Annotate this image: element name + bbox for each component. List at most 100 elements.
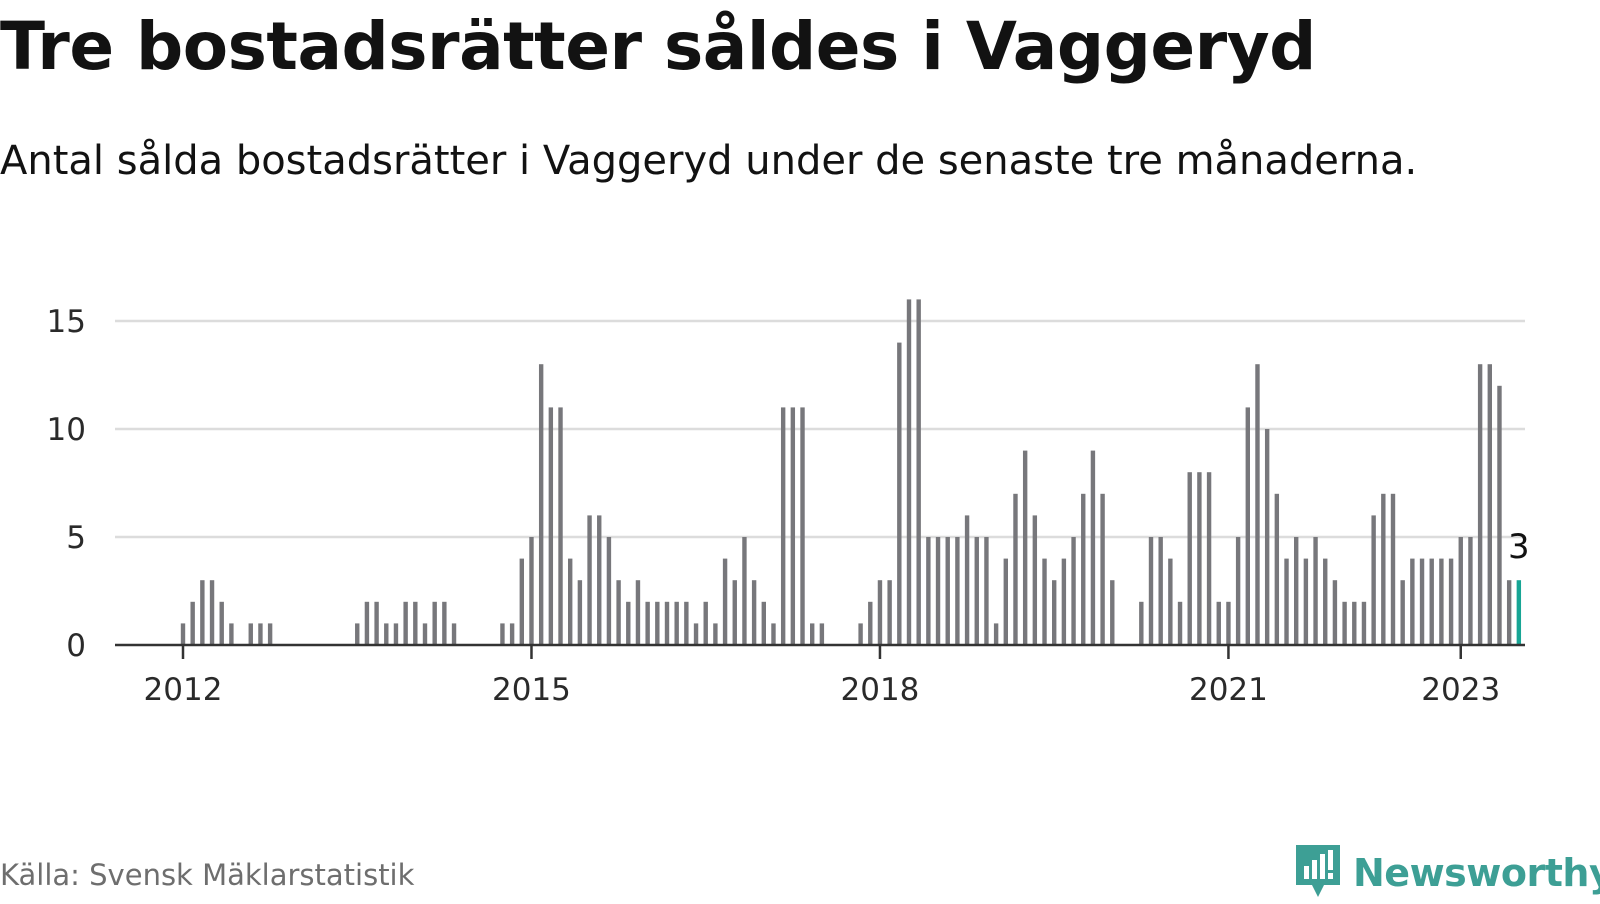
- bar: [1032, 515, 1038, 645]
- bar: [180, 623, 186, 645]
- bar: [422, 623, 428, 645]
- x-tick-label: 2018: [841, 672, 920, 708]
- bar: [209, 580, 215, 645]
- bar: [1323, 558, 1328, 645]
- bar: [248, 623, 253, 645]
- bar: [1468, 537, 1473, 645]
- bar: [1487, 364, 1492, 645]
- chart-subtitle: Antal sålda bostadsrätter i Vaggeryd und…: [0, 138, 1418, 184]
- bar: [538, 364, 544, 645]
- bar: [906, 299, 912, 645]
- bar: [1284, 558, 1289, 645]
- bar: [1052, 580, 1057, 645]
- y-tick-label: 15: [47, 304, 86, 340]
- bar: [258, 623, 263, 645]
- source-note: Källa: Svensk Mäklarstatistik: [0, 858, 415, 892]
- bar: [1361, 601, 1367, 645]
- bar: [993, 623, 999, 645]
- bar: [1110, 580, 1115, 645]
- bar: [1410, 558, 1415, 645]
- bar: [1197, 472, 1202, 645]
- bar: [384, 623, 389, 645]
- bar: [1371, 515, 1376, 645]
- bar: [1013, 493, 1018, 645]
- bar: [364, 601, 370, 645]
- bar: [974, 537, 979, 645]
- bar: [1497, 385, 1502, 645]
- bar: [200, 580, 205, 645]
- bar: [606, 537, 612, 645]
- bar: [887, 580, 892, 645]
- bar: [1400, 580, 1405, 645]
- bar: [713, 623, 718, 645]
- bar: [1177, 601, 1183, 645]
- bar: [1506, 580, 1512, 645]
- x-tick-label: 2023: [1421, 672, 1500, 708]
- bar: [1255, 364, 1260, 645]
- bar: [577, 580, 583, 645]
- highlight-bar: [1516, 580, 1522, 645]
- bar: [780, 407, 786, 645]
- bar: [1022, 450, 1028, 645]
- bar: [810, 623, 815, 645]
- bar: [1274, 493, 1280, 645]
- bar: [529, 537, 534, 645]
- bar: [267, 623, 273, 645]
- bar: [1226, 601, 1231, 645]
- x-tick-label: 2012: [144, 672, 223, 708]
- bar: [1342, 601, 1347, 645]
- x-tick-label: 2021: [1189, 672, 1268, 708]
- bar: [1439, 558, 1444, 645]
- bar: [1429, 558, 1434, 645]
- bar: [1294, 537, 1299, 645]
- bar: [674, 601, 679, 645]
- bar: [722, 558, 728, 645]
- bar: [761, 601, 766, 645]
- bar: [519, 558, 524, 645]
- gridlines: [115, 319, 1525, 539]
- bar: [229, 623, 234, 645]
- bar: [897, 342, 902, 645]
- bar: [858, 623, 863, 645]
- bar: [751, 580, 757, 645]
- bar: [432, 601, 437, 645]
- bar: [548, 407, 554, 645]
- y-tick-label: 0: [66, 628, 86, 664]
- bar: [597, 515, 602, 645]
- bar: [1303, 558, 1309, 645]
- bar: [1090, 450, 1096, 645]
- bar: [1100, 493, 1105, 645]
- bar: [1390, 493, 1396, 645]
- bar: [374, 601, 379, 645]
- bar: [509, 623, 515, 645]
- bar: [568, 558, 573, 645]
- bar: [877, 580, 883, 645]
- bar: [1419, 558, 1425, 645]
- axes: 0 5 10 15 3 2012 2015 2018 2021 2023: [47, 304, 1530, 708]
- bar: [355, 623, 360, 645]
- bar: [1352, 601, 1357, 645]
- bar: [413, 601, 418, 645]
- bar: [790, 407, 796, 645]
- bar: [684, 601, 689, 645]
- bar: [1148, 537, 1154, 645]
- bar: [1245, 407, 1250, 645]
- bar: [645, 601, 650, 645]
- bars: [180, 299, 1522, 645]
- bar: [935, 537, 941, 645]
- bar: [1313, 537, 1318, 645]
- bar: [1003, 558, 1008, 645]
- bar: [393, 623, 399, 645]
- bar: [403, 601, 408, 645]
- bar: [945, 537, 950, 645]
- bar: [1042, 558, 1047, 645]
- bar: [1477, 364, 1483, 645]
- bar: [916, 299, 921, 645]
- bar: [1264, 429, 1270, 645]
- bar: [219, 601, 224, 645]
- bar: [984, 537, 989, 645]
- bar: [635, 580, 641, 645]
- bar: [587, 515, 592, 645]
- bar: [1071, 537, 1076, 645]
- bar: [1061, 558, 1067, 645]
